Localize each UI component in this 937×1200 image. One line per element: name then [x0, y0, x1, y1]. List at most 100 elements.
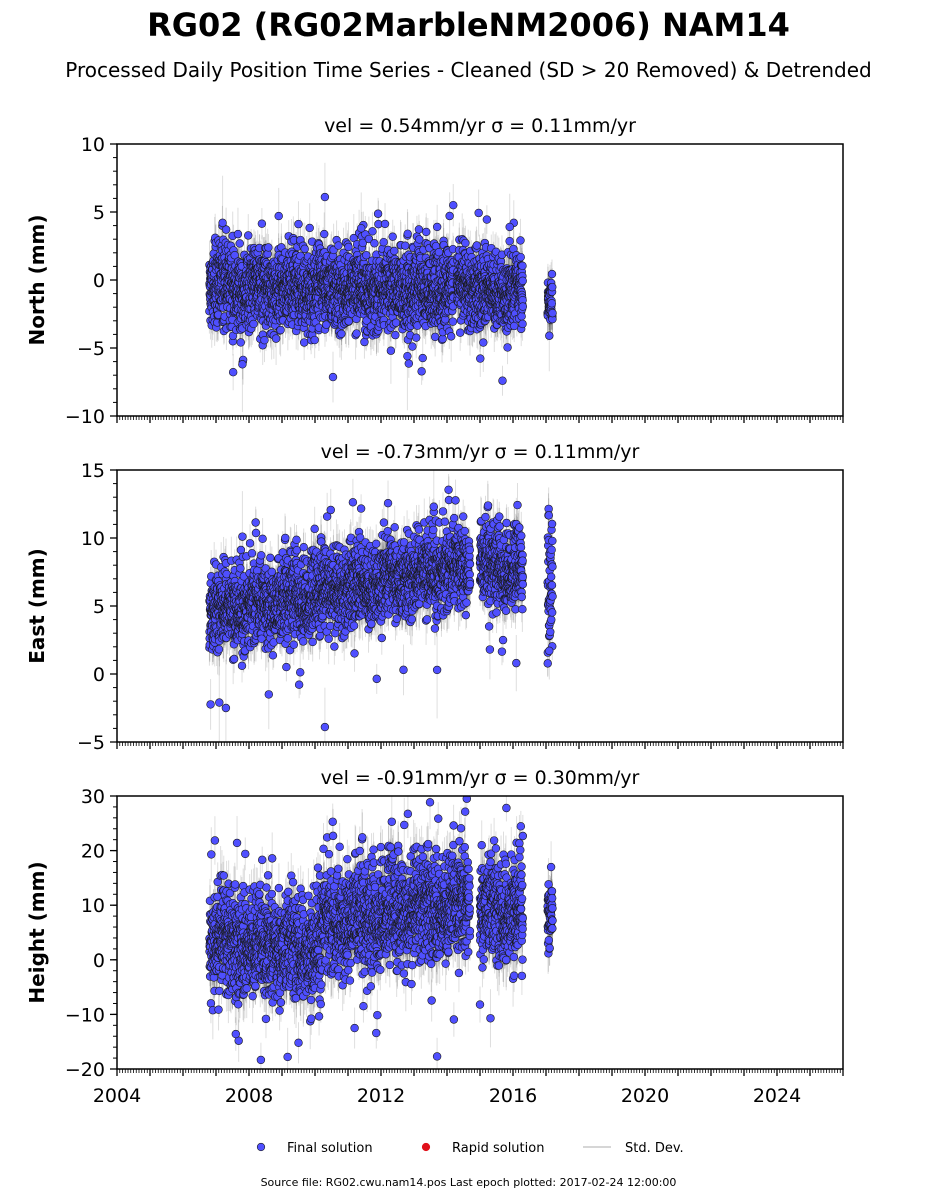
- y-tick-label: −10: [65, 406, 105, 428]
- data-point: [404, 359, 414, 368]
- data-point: [476, 354, 485, 363]
- data-point: [516, 252, 525, 262]
- data-point: [233, 229, 243, 239]
- data-point: [271, 334, 281, 343]
- data-point: [236, 338, 245, 347]
- data-point: [403, 351, 412, 361]
- panel-1: vel = 0.54mm/yr σ = 0.11mm/yr North (mm) −…: [25, 115, 844, 428]
- data-point: [326, 621, 335, 631]
- data-point: [547, 269, 557, 279]
- panel-title: vel = -0.73mm/yr σ = 0.11mm/yr: [321, 441, 640, 463]
- data-point: [518, 302, 528, 311]
- data-point: [432, 222, 442, 232]
- data-point: [337, 329, 346, 338]
- data-point: [344, 317, 353, 326]
- data-point: [370, 239, 379, 248]
- data-point: [244, 231, 253, 240]
- data-point: [222, 569, 231, 579]
- data-point: [324, 634, 333, 643]
- data-point: [412, 333, 421, 342]
- data-point: [498, 376, 507, 385]
- y-axis-label: North (mm): [25, 214, 49, 345]
- data-point: [236, 564, 245, 573]
- data-point: [282, 662, 291, 672]
- data-point: [388, 232, 397, 241]
- data-point: [305, 223, 314, 233]
- data-point: [390, 246, 399, 256]
- data-point: [358, 238, 368, 248]
- data-point: [283, 634, 292, 643]
- panel-title: vel = 0.54mm/yr σ = 0.11mm/yr: [324, 115, 636, 137]
- data-point: [505, 222, 514, 232]
- data-point: [547, 299, 557, 308]
- data-point: [308, 637, 317, 647]
- data-point: [235, 239, 244, 248]
- data-point: [328, 372, 338, 382]
- data-point: [503, 343, 512, 352]
- data-point: [379, 237, 388, 247]
- data-point: [380, 219, 390, 229]
- data-point: [236, 545, 246, 555]
- data-point: [257, 219, 267, 228]
- y-axis-label: East (mm): [25, 548, 49, 664]
- data-point: [482, 215, 492, 224]
- data-point: [258, 534, 267, 543]
- data-point: [326, 505, 335, 515]
- data-point: [251, 528, 261, 538]
- data-point: [449, 200, 458, 210]
- data-point: [548, 308, 557, 318]
- figure-subtitle: Processed Daily Position Time Series - C…: [0, 58, 937, 82]
- data-point: [276, 325, 285, 335]
- data-point: [294, 219, 303, 229]
- data-point: [237, 661, 247, 670]
- figure-title: RG02 (RG02MarbleNM2006) NAM14: [0, 6, 937, 44]
- data-point: [322, 320, 331, 329]
- data-point: [518, 276, 527, 286]
- data-point: [403, 229, 412, 238]
- data-point: [517, 312, 526, 321]
- data-point: [289, 640, 298, 649]
- data-point: [300, 244, 309, 254]
- data-point: [260, 335, 269, 345]
- data-point: [415, 235, 424, 244]
- data-point: [472, 241, 481, 250]
- data-point: [516, 236, 525, 245]
- data-point: [251, 518, 260, 527]
- data-point: [400, 241, 410, 250]
- y-tick-label: 0: [93, 270, 105, 292]
- y-tick-label: 10: [81, 134, 105, 156]
- data-point: [418, 353, 427, 363]
- data-point: [518, 319, 527, 329]
- data-point: [229, 654, 239, 664]
- data-point: [230, 251, 239, 260]
- data-point: [474, 208, 483, 218]
- data-point: [228, 368, 238, 377]
- data-point: [417, 367, 426, 376]
- data-point: [518, 261, 527, 271]
- data-point: [448, 317, 458, 326]
- data-point: [245, 539, 255, 548]
- data-point: [455, 328, 465, 337]
- final-solution-points: [205, 192, 557, 385]
- data-point: [446, 332, 456, 341]
- data-point: [386, 346, 396, 355]
- data-point: [408, 342, 417, 351]
- data-point: [292, 535, 301, 545]
- data-point: [221, 225, 231, 234]
- data-point: [249, 319, 258, 329]
- data-point: [298, 637, 308, 646]
- data-point: [320, 229, 329, 239]
- data-point: [422, 227, 431, 237]
- data-point: [267, 567, 277, 576]
- data-point: [479, 338, 488, 347]
- data-point: [373, 209, 383, 218]
- data-point: [352, 329, 361, 338]
- data-point: [548, 282, 557, 292]
- final-solution-points: [205, 485, 557, 732]
- data-point: [310, 524, 319, 534]
- data-point: [247, 549, 257, 558]
- data-point: [264, 243, 273, 252]
- data-point: [344, 242, 353, 252]
- data-point: [360, 337, 369, 347]
